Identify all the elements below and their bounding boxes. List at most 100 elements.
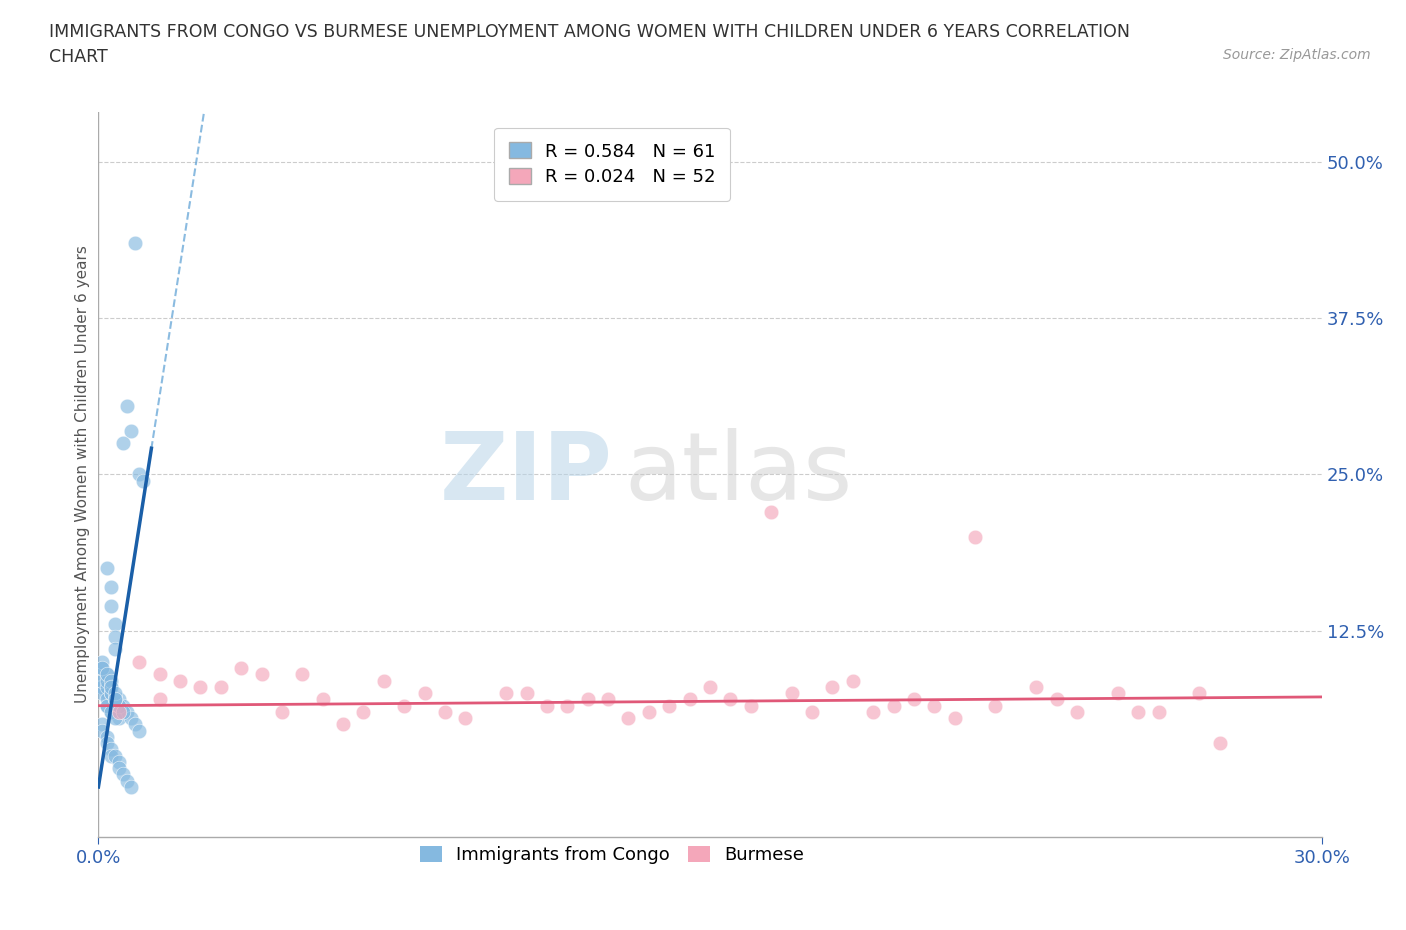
Point xyxy=(100,705,122,720)
Point xyxy=(1025,680,1047,695)
Point xyxy=(108,692,131,707)
Point xyxy=(96,667,118,682)
Point xyxy=(96,673,118,688)
Point xyxy=(100,685,122,700)
Point xyxy=(91,660,114,675)
Point xyxy=(91,680,114,695)
Point xyxy=(984,698,1007,713)
Point xyxy=(373,673,395,688)
Point xyxy=(637,705,661,720)
Point xyxy=(108,705,131,720)
Y-axis label: Unemployment Among Women with Children Under 6 years: Unemployment Among Women with Children U… xyxy=(75,246,90,703)
Point xyxy=(1128,705,1150,720)
Point xyxy=(169,673,191,688)
Point xyxy=(104,692,127,707)
Point xyxy=(965,529,987,544)
Point xyxy=(679,692,702,707)
Point xyxy=(821,680,844,695)
Point xyxy=(115,705,138,720)
Point xyxy=(120,779,142,794)
Point xyxy=(96,680,118,695)
Point xyxy=(91,673,114,688)
Point xyxy=(903,692,925,707)
Point xyxy=(100,579,122,594)
Point xyxy=(104,630,127,644)
Point xyxy=(91,717,114,732)
Point xyxy=(96,698,118,713)
Point xyxy=(104,685,127,700)
Point xyxy=(124,717,146,732)
Point xyxy=(740,698,762,713)
Point xyxy=(576,692,599,707)
Point xyxy=(104,711,127,725)
Point xyxy=(801,705,824,720)
Point xyxy=(291,667,314,682)
Point xyxy=(96,736,118,751)
Point xyxy=(108,711,131,725)
Point xyxy=(100,680,122,695)
Point xyxy=(617,711,640,725)
Point xyxy=(96,692,118,707)
Point xyxy=(104,749,127,764)
Point xyxy=(108,698,131,713)
Point xyxy=(104,692,127,707)
Point xyxy=(332,717,354,732)
Point xyxy=(943,711,966,725)
Point xyxy=(104,617,127,631)
Point xyxy=(120,711,142,725)
Point xyxy=(922,698,945,713)
Point xyxy=(96,667,118,682)
Point xyxy=(100,749,122,764)
Point xyxy=(132,473,155,488)
Point xyxy=(516,685,538,700)
Text: ZIP: ZIP xyxy=(439,429,612,520)
Point xyxy=(231,660,253,675)
Point xyxy=(1209,736,1232,751)
Point xyxy=(536,698,558,713)
Point xyxy=(120,423,142,438)
Point xyxy=(91,667,114,682)
Point xyxy=(1066,705,1088,720)
Point xyxy=(555,698,579,713)
Point xyxy=(111,435,134,450)
Point xyxy=(111,767,134,782)
Point xyxy=(862,705,884,720)
Point xyxy=(104,642,127,657)
Point xyxy=(312,692,335,707)
Point xyxy=(111,705,134,720)
Point xyxy=(96,561,118,576)
Point xyxy=(352,705,374,720)
Point xyxy=(91,685,114,700)
Point xyxy=(392,698,416,713)
Point xyxy=(100,673,122,688)
Point xyxy=(1188,685,1211,700)
Point xyxy=(250,667,273,682)
Point xyxy=(100,680,122,695)
Point xyxy=(115,773,138,788)
Point xyxy=(104,692,127,707)
Point xyxy=(413,685,436,700)
Point xyxy=(1107,685,1129,700)
Point xyxy=(108,761,131,776)
Point xyxy=(111,698,134,713)
Point xyxy=(115,398,138,413)
Text: Source: ZipAtlas.com: Source: ZipAtlas.com xyxy=(1223,48,1371,62)
Point xyxy=(91,680,114,695)
Point xyxy=(149,667,172,682)
Point xyxy=(124,235,146,250)
Text: IMMIGRANTS FROM CONGO VS BURMESE UNEMPLOYMENT AMONG WOMEN WITH CHILDREN UNDER 6 : IMMIGRANTS FROM CONGO VS BURMESE UNEMPLO… xyxy=(49,23,1130,41)
Point xyxy=(100,685,122,700)
Point xyxy=(270,705,294,720)
Point xyxy=(598,692,620,707)
Point xyxy=(128,655,150,670)
Text: atlas: atlas xyxy=(624,429,852,520)
Point xyxy=(718,692,742,707)
Point xyxy=(883,698,905,713)
Point xyxy=(128,467,150,482)
Point xyxy=(699,680,721,695)
Point xyxy=(96,685,118,700)
Point xyxy=(209,680,232,695)
Point xyxy=(658,698,681,713)
Point xyxy=(108,754,131,769)
Point xyxy=(91,724,114,738)
